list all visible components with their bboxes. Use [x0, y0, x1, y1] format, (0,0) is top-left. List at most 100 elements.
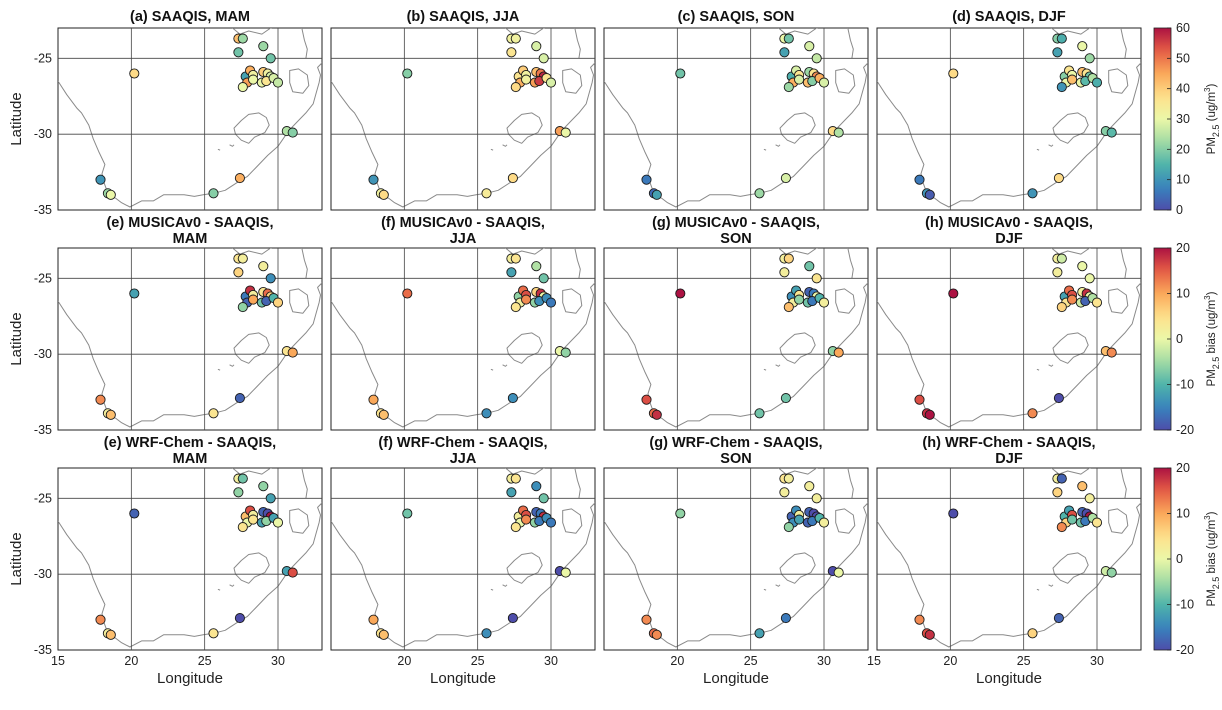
station-marker	[378, 189, 389, 200]
station-marker	[914, 614, 925, 625]
station-marker	[521, 74, 532, 85]
map-panel-4: (d) SAAQIS, DJF	[876, 9, 1142, 211]
station-marker	[804, 261, 815, 272]
station-marker	[1091, 77, 1103, 88]
eswatini-border	[289, 508, 310, 534]
station-marker	[402, 508, 413, 519]
coastline	[58, 282, 322, 428]
station-marker	[510, 522, 521, 533]
northern-border	[778, 248, 854, 279]
station-marker	[1077, 261, 1088, 272]
panel-title: MAM	[173, 451, 208, 467]
station-marker	[95, 174, 106, 185]
northern-border	[232, 248, 308, 279]
eswatini-border	[835, 68, 856, 94]
lesotho-border	[1052, 112, 1089, 144]
station-marker	[914, 394, 925, 405]
small-feature	[217, 588, 221, 591]
station-marker	[272, 297, 284, 308]
station-marker	[265, 273, 276, 284]
colorbar-label: PM2.5 bias (ug/m3)	[1203, 291, 1221, 386]
station-marker	[531, 481, 542, 492]
station-marker	[1056, 33, 1067, 44]
small-feature	[490, 148, 494, 151]
station-marker	[105, 629, 116, 640]
x-tick-label: 30	[271, 654, 285, 668]
panel-title: SON	[720, 231, 751, 247]
station-marker	[287, 347, 298, 358]
station-marker	[818, 77, 830, 88]
map-panel-5: (e) MUSICAv0 - SAAQIS,MAM -25 -30 -35 Latitu…	[8, 215, 323, 437]
station-marker	[675, 68, 686, 79]
station-marker	[560, 127, 571, 138]
panel-title: (h) MUSICAv0 - SAAQIS,	[925, 215, 1093, 231]
eswatini-border	[1108, 68, 1129, 94]
y-tick-label: -35	[34, 203, 52, 217]
station-marker	[272, 77, 284, 88]
station-marker	[818, 517, 830, 528]
station-marker	[237, 302, 248, 313]
station-marker	[237, 82, 248, 93]
eswatini-border	[835, 288, 856, 314]
station-marker	[105, 409, 116, 420]
x-tick-label: 30	[817, 654, 831, 668]
coastline	[604, 502, 868, 648]
station-marker	[811, 53, 822, 64]
station-marker	[1027, 628, 1038, 639]
station-marker	[833, 567, 844, 578]
station-marker	[924, 629, 935, 640]
station-marker	[129, 288, 140, 299]
eswatini-border	[562, 288, 583, 314]
coastline	[58, 502, 322, 648]
panel-title: (f) WRF-Chem - SAAQIS,	[378, 435, 547, 451]
panel-title: (h) WRF-Chem - SAAQIS,	[922, 435, 1095, 451]
lesotho-border	[1052, 552, 1089, 584]
station-marker	[754, 408, 765, 419]
station-marker	[1084, 53, 1095, 64]
station-marker	[924, 409, 935, 420]
station-marker	[1056, 253, 1067, 264]
station-marker	[924, 189, 935, 200]
map-panel-7: (g) MUSICAv0 - SAAQIS,SON	[603, 215, 869, 431]
panel-title: DJF	[995, 451, 1023, 467]
station-marker	[1053, 173, 1064, 184]
station-marker	[1091, 517, 1103, 528]
small-feature	[1048, 364, 1054, 367]
colorbar-tick-label: -20	[1176, 423, 1194, 437]
station-marker	[1106, 347, 1117, 358]
station-marker	[1052, 47, 1063, 58]
station-marker	[811, 273, 822, 284]
station-marker	[545, 297, 557, 308]
station-marker	[783, 522, 794, 533]
station-marker	[1091, 297, 1103, 308]
map-panel-8: (h) MUSICAv0 - SAAQIS,DJF	[876, 215, 1142, 431]
station-marker	[780, 173, 791, 184]
station-marker	[651, 629, 662, 640]
station-marker	[1056, 522, 1067, 533]
map-panel-12: (h) WRF-Chem - SAAQIS,DJF 20 25 30 15 Longitu…	[867, 435, 1142, 687]
station-marker	[783, 253, 794, 264]
station-marker	[95, 614, 106, 625]
small-feature	[1048, 584, 1054, 587]
x-tick-label: 25	[744, 654, 758, 668]
station-marker	[538, 493, 549, 504]
colorbar-tick-label: -10	[1176, 378, 1194, 392]
station-marker	[258, 261, 269, 272]
small-feature	[217, 368, 221, 371]
station-marker	[780, 393, 791, 404]
station-marker	[258, 41, 269, 52]
colorbar-tick-label: -20	[1176, 643, 1194, 657]
lesotho-border	[779, 112, 816, 144]
small-feature	[490, 588, 494, 591]
station-marker	[641, 174, 652, 185]
coastline	[331, 62, 595, 208]
station-marker	[521, 514, 532, 525]
station-marker	[105, 189, 116, 200]
small-feature	[502, 584, 508, 587]
eswatini-border	[1108, 508, 1129, 534]
station-marker	[531, 41, 542, 52]
small-feature	[490, 368, 494, 371]
small-feature	[502, 364, 508, 367]
station-marker	[402, 68, 413, 79]
colorbar-tick-label: 40	[1176, 82, 1190, 96]
